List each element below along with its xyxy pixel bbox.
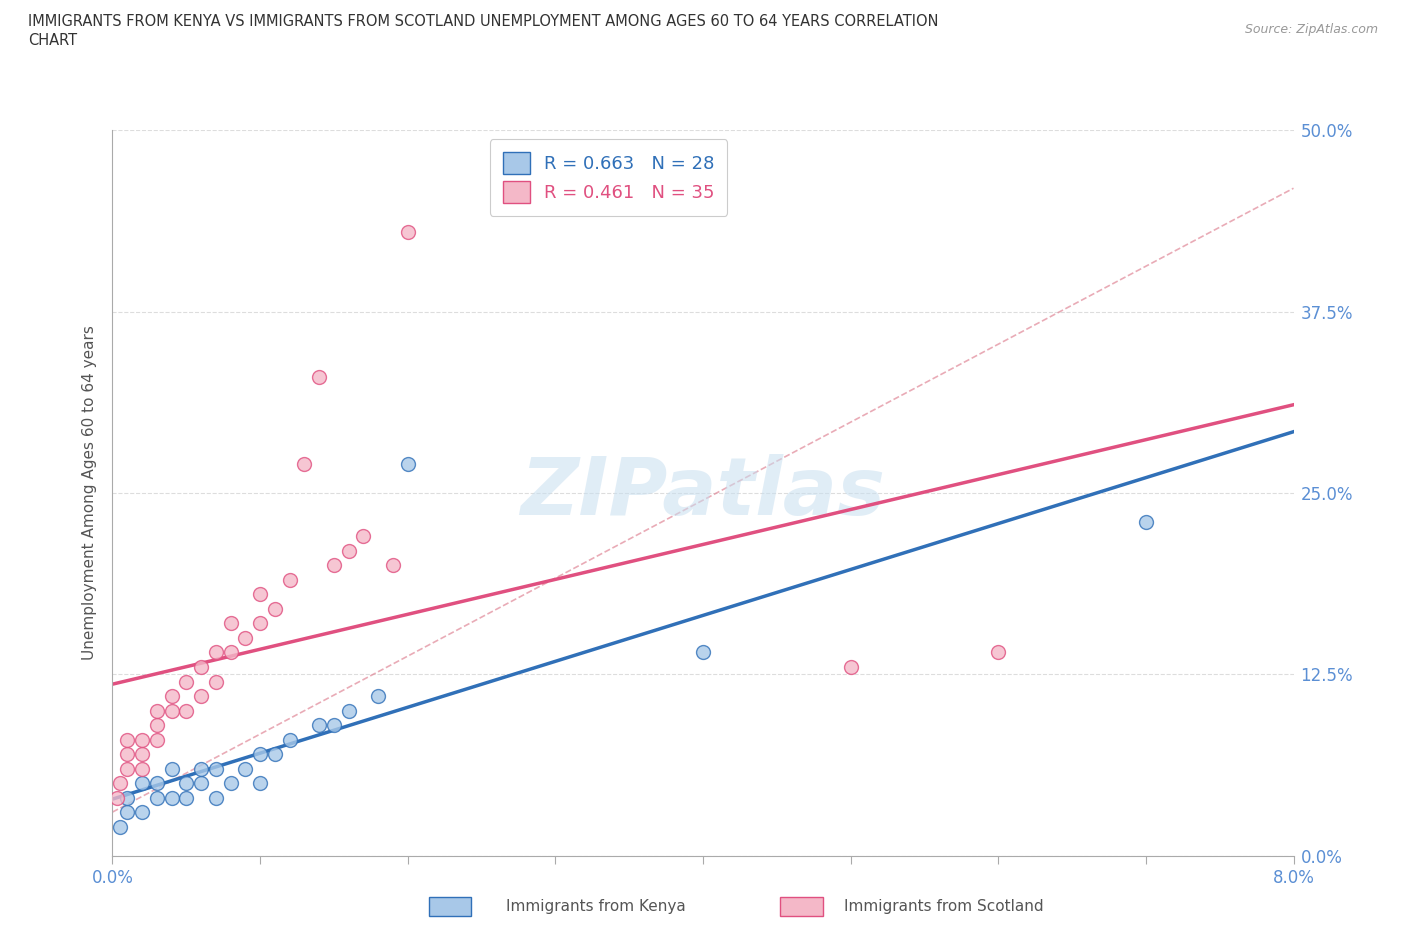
Point [146,718,169,733]
Point [190,688,212,703]
Point [146,776,169,790]
Point [323,718,346,733]
Point [337,543,360,558]
Point [264,747,287,762]
Point [131,776,153,790]
Point [174,703,197,718]
Point [249,587,271,602]
Text: Source: ZipAtlas.com: Source: ZipAtlas.com [1244,23,1378,36]
Point [105,790,128,805]
Point [160,790,183,805]
Point [146,790,169,805]
Point [278,732,301,747]
Legend: R = 0.663   N = 28, R = 0.461   N = 35: R = 0.663 N = 28, R = 0.461 N = 35 [489,140,727,216]
Point [352,529,374,544]
Point [190,776,212,790]
Point [323,558,346,573]
Point [117,732,138,747]
Point [146,732,169,747]
Point [308,718,330,733]
Point [278,573,301,588]
Point [190,761,212,776]
Point [233,631,256,645]
Point [692,645,714,660]
Point [160,761,183,776]
Point [219,645,242,660]
Point [264,602,287,617]
Point [382,558,405,573]
Point [367,688,389,703]
Point [146,703,169,718]
Point [174,790,197,805]
Text: IMMIGRANTS FROM KENYA VS IMMIGRANTS FROM SCOTLAND UNEMPLOYMENT AMONG AGES 60 TO : IMMIGRANTS FROM KENYA VS IMMIGRANTS FROM… [28,14,939,29]
Point [249,776,271,790]
Point [219,776,242,790]
Point [205,761,228,776]
Point [205,645,228,660]
Point [131,732,153,747]
Text: ZIPatlas: ZIPatlas [520,454,886,532]
Point [160,688,183,703]
Y-axis label: Unemployment Among Ages 60 to 64 years: Unemployment Among Ages 60 to 64 years [82,326,97,660]
Point [839,659,862,674]
Point [205,674,228,689]
Text: Immigrants from Scotland: Immigrants from Scotland [844,899,1043,914]
Point [337,703,360,718]
Point [117,761,138,776]
Point [174,674,197,689]
Point [108,819,131,834]
Point [205,790,228,805]
Point [396,224,419,239]
Point [117,804,138,819]
Point [249,747,271,762]
Point [117,747,138,762]
Point [160,703,183,718]
Point [1135,514,1157,529]
Point [233,761,256,776]
Point [131,761,153,776]
Point [396,457,419,472]
Point [987,645,1010,660]
Text: CHART: CHART [28,33,77,47]
Point [117,790,138,805]
Point [190,659,212,674]
Point [219,616,242,631]
Point [108,776,131,790]
Point [308,369,330,384]
Point [131,804,153,819]
Text: Immigrants from Kenya: Immigrants from Kenya [506,899,686,914]
Point [292,457,315,472]
Point [131,747,153,762]
Point [249,616,271,631]
Point [174,776,197,790]
